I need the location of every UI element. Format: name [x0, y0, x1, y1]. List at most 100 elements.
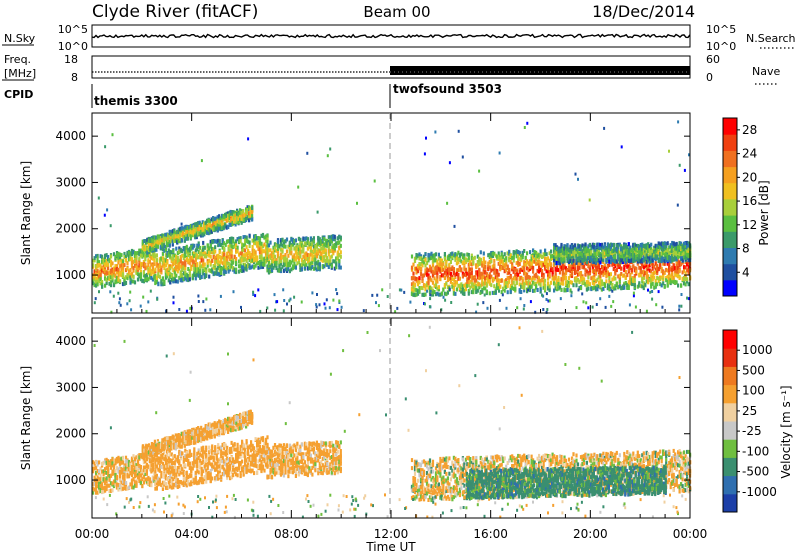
scatter-cell	[190, 256, 193, 260]
scatter-cell	[129, 251, 132, 256]
scatter-cell	[569, 259, 572, 264]
scatter-cell	[542, 285, 545, 290]
scatter-cell	[179, 271, 182, 276]
scatter-cell	[99, 281, 102, 286]
scatter-cell	[308, 266, 311, 271]
scatter-cell	[241, 245, 244, 249]
scatter-cell	[606, 254, 609, 259]
scatter-cell	[470, 271, 473, 276]
scatter-cell	[229, 267, 232, 272]
scatter-cell	[570, 252, 574, 257]
scatter-cell	[176, 279, 179, 284]
scatter-cell	[263, 258, 266, 263]
scatter-cell	[232, 245, 235, 250]
scatter-cell	[232, 236, 235, 241]
scatter-cell	[551, 273, 554, 277]
scatter-cell	[553, 243, 556, 248]
scatter-cell	[530, 264, 533, 269]
scatter-cell	[305, 236, 308, 241]
scatter-cell	[541, 261, 544, 266]
scatter-cell	[150, 242, 153, 247]
scatter-cell	[329, 259, 332, 264]
scatter-cell	[213, 217, 216, 222]
scatter-cell	[672, 275, 675, 280]
scatter-cell	[687, 268, 690, 273]
scatter-cell	[239, 208, 242, 213]
scatter-cell	[172, 276, 175, 281]
scatter-cell	[464, 287, 467, 292]
scatter-cell	[120, 263, 123, 268]
scatter-cell	[329, 262, 332, 267]
scatter-cell	[584, 261, 587, 266]
scatter-cell	[415, 288, 418, 293]
scatter-cell	[548, 251, 551, 256]
scatter-cell	[281, 264, 284, 269]
scatter-cell	[603, 244, 606, 249]
scatter-cell	[318, 266, 321, 271]
scatter-cell	[251, 245, 254, 249]
scatter-cell	[254, 257, 257, 262]
scatter-cell	[569, 264, 572, 269]
scatter-cell	[332, 249, 335, 254]
scatter-cell	[330, 264, 333, 269]
scatter-cell	[104, 276, 107, 281]
scatter-cell	[249, 213, 252, 218]
scatter-cell	[118, 271, 122, 276]
scatter-cell	[597, 280, 600, 285]
scatter-cell	[168, 230, 171, 235]
scatter-cell	[335, 256, 338, 261]
scatter-cell	[684, 282, 687, 287]
scatter-cell	[416, 289, 420, 294]
scatter-cell	[176, 240, 179, 245]
scatter-cell	[161, 256, 164, 261]
scatter-cell	[153, 262, 156, 267]
scatter-cell	[663, 261, 666, 266]
scatter-cell	[270, 251, 274, 256]
scatter-cell	[167, 264, 170, 269]
scatter-cell	[303, 258, 306, 262]
scatter-cell	[481, 282, 484, 287]
scatter-cell	[491, 251, 494, 256]
scatter-cell	[560, 242, 563, 247]
scatter-cell	[653, 270, 656, 275]
scatter-cell	[538, 278, 541, 283]
scatter-cell	[104, 259, 107, 264]
nsky-frame	[91, 24, 691, 48]
scatter-cell	[686, 279, 689, 284]
nave-tick-top: 60	[706, 53, 720, 66]
scatter-cell	[93, 258, 96, 263]
scatter-cell	[321, 255, 324, 260]
scatter-cell	[247, 263, 250, 268]
scatter-cell	[127, 250, 131, 255]
scatter-cell	[671, 267, 674, 272]
scatter-cell	[178, 266, 181, 271]
scatter-cell	[605, 246, 608, 251]
scatter-cell	[311, 238, 314, 243]
scatter-cell	[593, 245, 596, 249]
scatter-cell	[517, 256, 520, 260]
scatter-cell	[666, 261, 669, 266]
scatter-cell	[233, 217, 236, 222]
scatter-cell	[107, 266, 110, 271]
scatter-cell	[642, 265, 645, 270]
scatter-cell	[257, 265, 260, 270]
scatter-cell	[639, 266, 642, 271]
scatter-cell	[520, 290, 523, 294]
scatter-cell	[104, 283, 107, 288]
scatter-cell	[242, 243, 245, 248]
scatter-cell	[466, 258, 469, 263]
scatter-cell	[233, 213, 236, 218]
scatter-cell	[434, 278, 438, 283]
scatter-cell	[431, 290, 435, 295]
scatter-cell	[642, 281, 645, 286]
scatter-cell	[215, 267, 218, 272]
scatter-cell	[219, 216, 222, 221]
scatter-cell	[196, 246, 199, 251]
scatter-cell	[223, 246, 226, 251]
scatter-cell	[102, 262, 105, 267]
scatter-cell	[579, 278, 583, 283]
scatter-cell	[150, 237, 153, 242]
scatter-cell	[428, 253, 432, 258]
scatter-cell	[186, 226, 189, 230]
scatter-cell	[524, 279, 527, 283]
